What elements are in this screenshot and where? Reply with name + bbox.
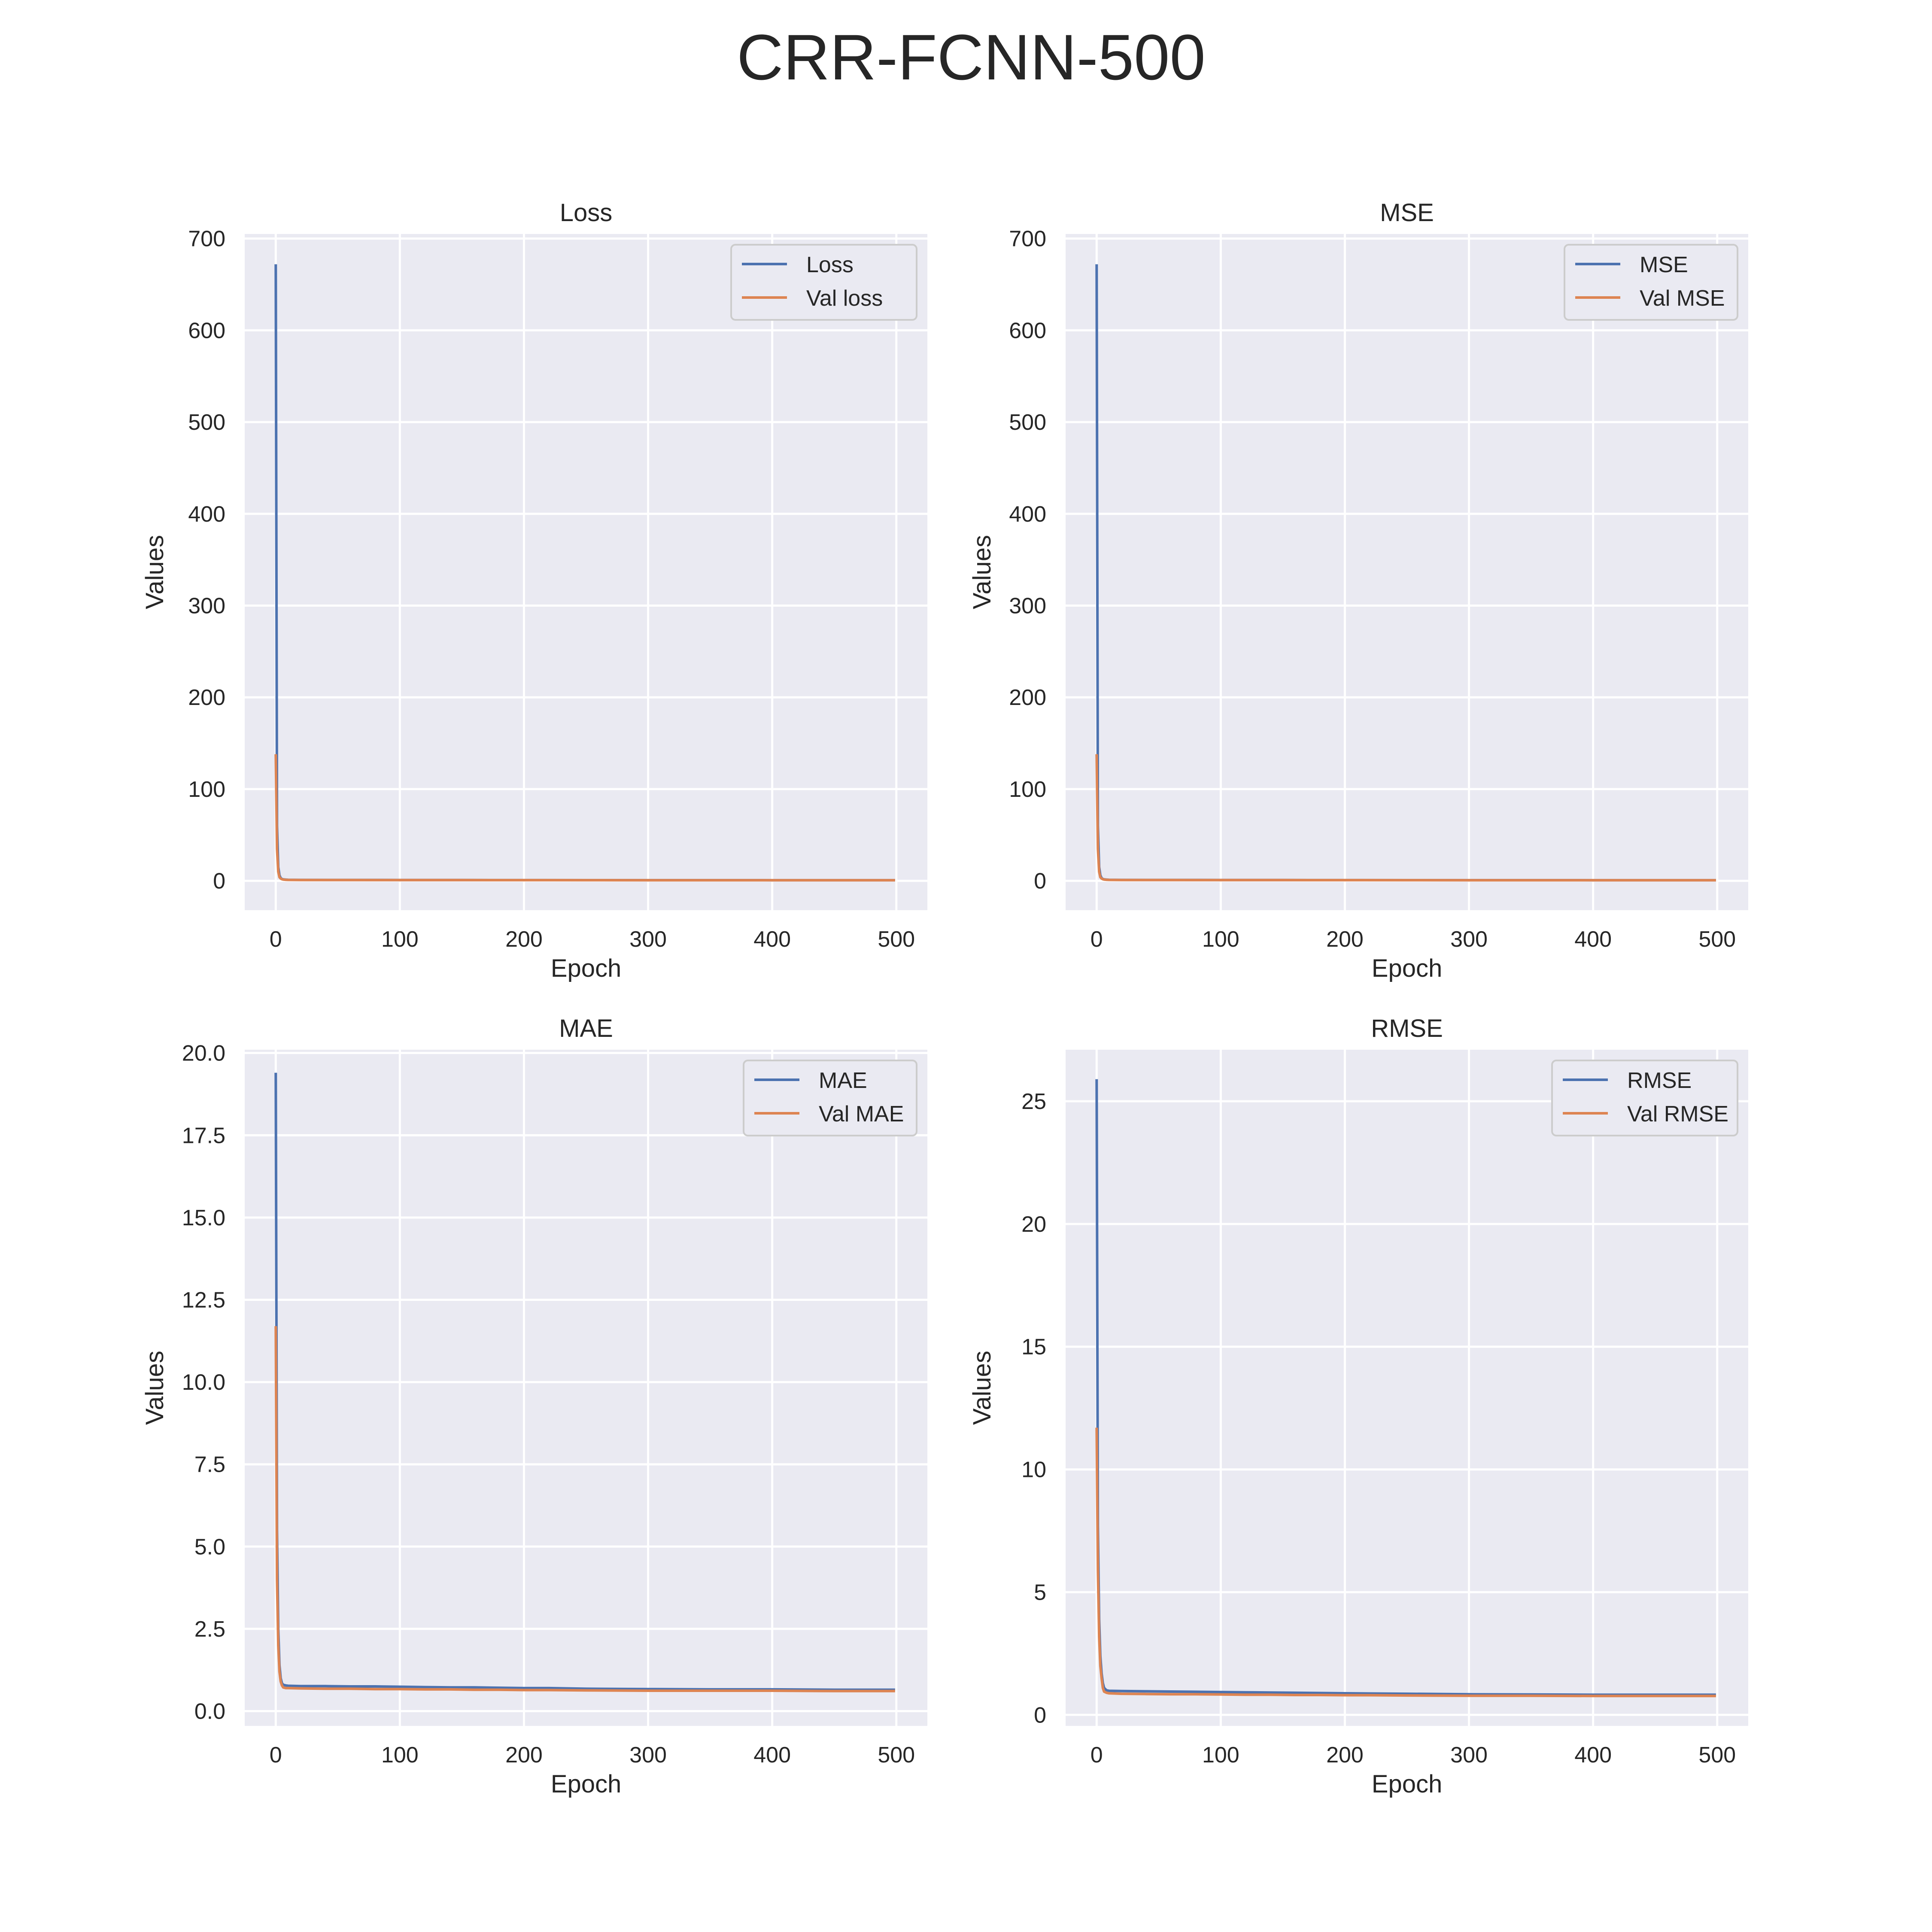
panel-loss: 0 100 200 300 400 500 0 100 200 300 400 500 600 700 Lo… <box>141 199 927 982</box>
panel-rmse: 0 100 200 300 400 500 0 5 10 15 20 25 RMSE Epoch Value… <box>968 1015 1748 1798</box>
y-tick-label: 700 <box>188 227 225 252</box>
y-tick-label: 17.5 <box>182 1123 225 1148</box>
x-tick-label: 300 <box>1450 927 1488 952</box>
y-tick-label: 0 <box>1034 869 1046 894</box>
y-tick-label: 400 <box>188 502 225 527</box>
series-lines <box>274 264 895 882</box>
y-tick-label: 600 <box>1009 318 1046 343</box>
y-tick-label: 200 <box>1009 685 1046 710</box>
y-tick-label: 500 <box>188 410 225 435</box>
x-tick-label: 500 <box>1698 1743 1736 1768</box>
x-tick-label: 300 <box>629 1743 667 1768</box>
x-tick-label: 200 <box>505 927 543 952</box>
x-tick-label: 300 <box>629 927 667 952</box>
legend: MSE Val MSE <box>1564 244 1738 321</box>
x-tick-label: 100 <box>381 1743 419 1768</box>
legend-label: RMSE <box>1627 1068 1692 1093</box>
legend: Loss Val loss <box>730 244 917 321</box>
x-tick-label: 300 <box>1450 1743 1488 1768</box>
legend-label: Val MSE <box>1640 286 1725 311</box>
y-tick-label: 100 <box>188 777 225 802</box>
y-tick-label: 20 <box>1021 1212 1046 1237</box>
legend-label: Val RMSE <box>1627 1102 1728 1127</box>
series-lines <box>274 1072 895 1692</box>
y-tick-label: 400 <box>1009 502 1046 527</box>
subplot-grid: 0 100 200 300 400 5000100200300400500600700Lo… <box>141 199 1748 1798</box>
y-axis-label: Values <box>968 1351 996 1425</box>
y-tick-label: 100 <box>1009 777 1046 802</box>
plot-area <box>1066 1050 1748 1726</box>
y-tick-label: 5.0 <box>194 1534 225 1559</box>
legend: MAE Val MAE <box>743 1060 917 1136</box>
x-axis-label: Epoch <box>551 954 621 982</box>
x-axis-label: Epoch <box>1372 954 1442 982</box>
x-tick-label: 0 <box>1091 927 1103 952</box>
x-tick-label: 100 <box>1202 1743 1239 1768</box>
legend-label: Loss <box>806 252 854 277</box>
series-line-val-mae <box>274 1326 895 1692</box>
series-lines <box>1095 264 1716 882</box>
legend-label: MAE <box>819 1068 867 1093</box>
y-axis-label: Values <box>141 535 169 609</box>
y-axis-label: Values <box>968 535 996 609</box>
subplot-title: MAE <box>559 1015 613 1042</box>
y-tick-label: 15.0 <box>182 1206 225 1230</box>
y-axis-label: Values <box>141 1351 169 1425</box>
y-tick-label: 0 <box>213 869 225 894</box>
x-tick-label: 400 <box>753 927 791 952</box>
series-lines <box>1095 1079 1716 1698</box>
x-tick-label: 0 <box>270 1743 282 1768</box>
x-tick-label: 500 <box>878 1743 915 1768</box>
x-tick-label: 100 <box>381 927 419 952</box>
y-tick-label: 0 <box>1034 1703 1046 1728</box>
y-tick-label: 25 <box>1021 1089 1046 1114</box>
x-tick-label: 400 <box>1574 927 1612 952</box>
y-tick-label: 600 <box>188 318 225 343</box>
plot-area <box>245 1050 927 1726</box>
plot-area <box>1066 234 1748 910</box>
y-tick-label: 200 <box>188 685 225 710</box>
legend-label: Val MAE <box>819 1102 904 1127</box>
y-tick-label: 300 <box>1009 594 1046 619</box>
plot-area <box>245 234 927 910</box>
y-tick-label: 10 <box>1021 1458 1046 1482</box>
x-tick-label: 200 <box>505 1743 543 1768</box>
x-axis-label: Epoch <box>551 1770 621 1798</box>
series-line-val-rmse <box>1095 1428 1716 1698</box>
subplot-title: MSE <box>1380 199 1434 227</box>
series-line-val-mse <box>1095 754 1716 882</box>
y-tick-label: 2.5 <box>194 1617 225 1642</box>
y-tick-label: 700 <box>1009 227 1046 252</box>
figure-title: CRR-FCNN-500 <box>737 21 1206 93</box>
series-line-val-loss <box>274 754 895 882</box>
y-tick-label: 20.0 <box>182 1041 225 1066</box>
y-tick-label: 300 <box>188 594 225 619</box>
x-tick-label: 500 <box>878 927 915 952</box>
x-tick-label: 100 <box>1202 927 1239 952</box>
y-tick-label: 7.5 <box>194 1452 225 1477</box>
subplot-title: Loss <box>560 199 613 227</box>
y-tick-label: 10.0 <box>182 1370 225 1395</box>
legend-label: Val loss <box>806 286 883 311</box>
x-tick-label: 200 <box>1326 927 1364 952</box>
x-axis-label: Epoch <box>1372 1770 1442 1798</box>
panel-mae: 0 100 200 300 400 500 0.0 2.5 5.0 7.5 10.0 12.5 15.0… <box>141 1015 927 1798</box>
x-tick-label: 500 <box>1698 927 1736 952</box>
x-tick-label: 400 <box>753 1743 791 1768</box>
x-tick-label: 0 <box>1091 1743 1103 1768</box>
legend: RMSE Val RMSE <box>1551 1060 1738 1136</box>
y-tick-label: 12.5 <box>182 1288 225 1312</box>
subplot-title: RMSE <box>1371 1015 1443 1042</box>
y-tick-label: 500 <box>1009 410 1046 435</box>
x-tick-label: 0 <box>270 927 282 952</box>
y-tick-label: 0.0 <box>194 1699 225 1724</box>
panel-mse: 0 100 200 300 400 500 0 100 200 300 400 500 600 700 MS… <box>968 199 1748 982</box>
x-tick-label: 400 <box>1574 1743 1612 1768</box>
x-tick-label: 200 <box>1326 1743 1364 1768</box>
y-tick-label: 15 <box>1021 1335 1046 1360</box>
legend-label: MSE <box>1640 252 1688 277</box>
y-tick-label: 5 <box>1034 1580 1046 1605</box>
